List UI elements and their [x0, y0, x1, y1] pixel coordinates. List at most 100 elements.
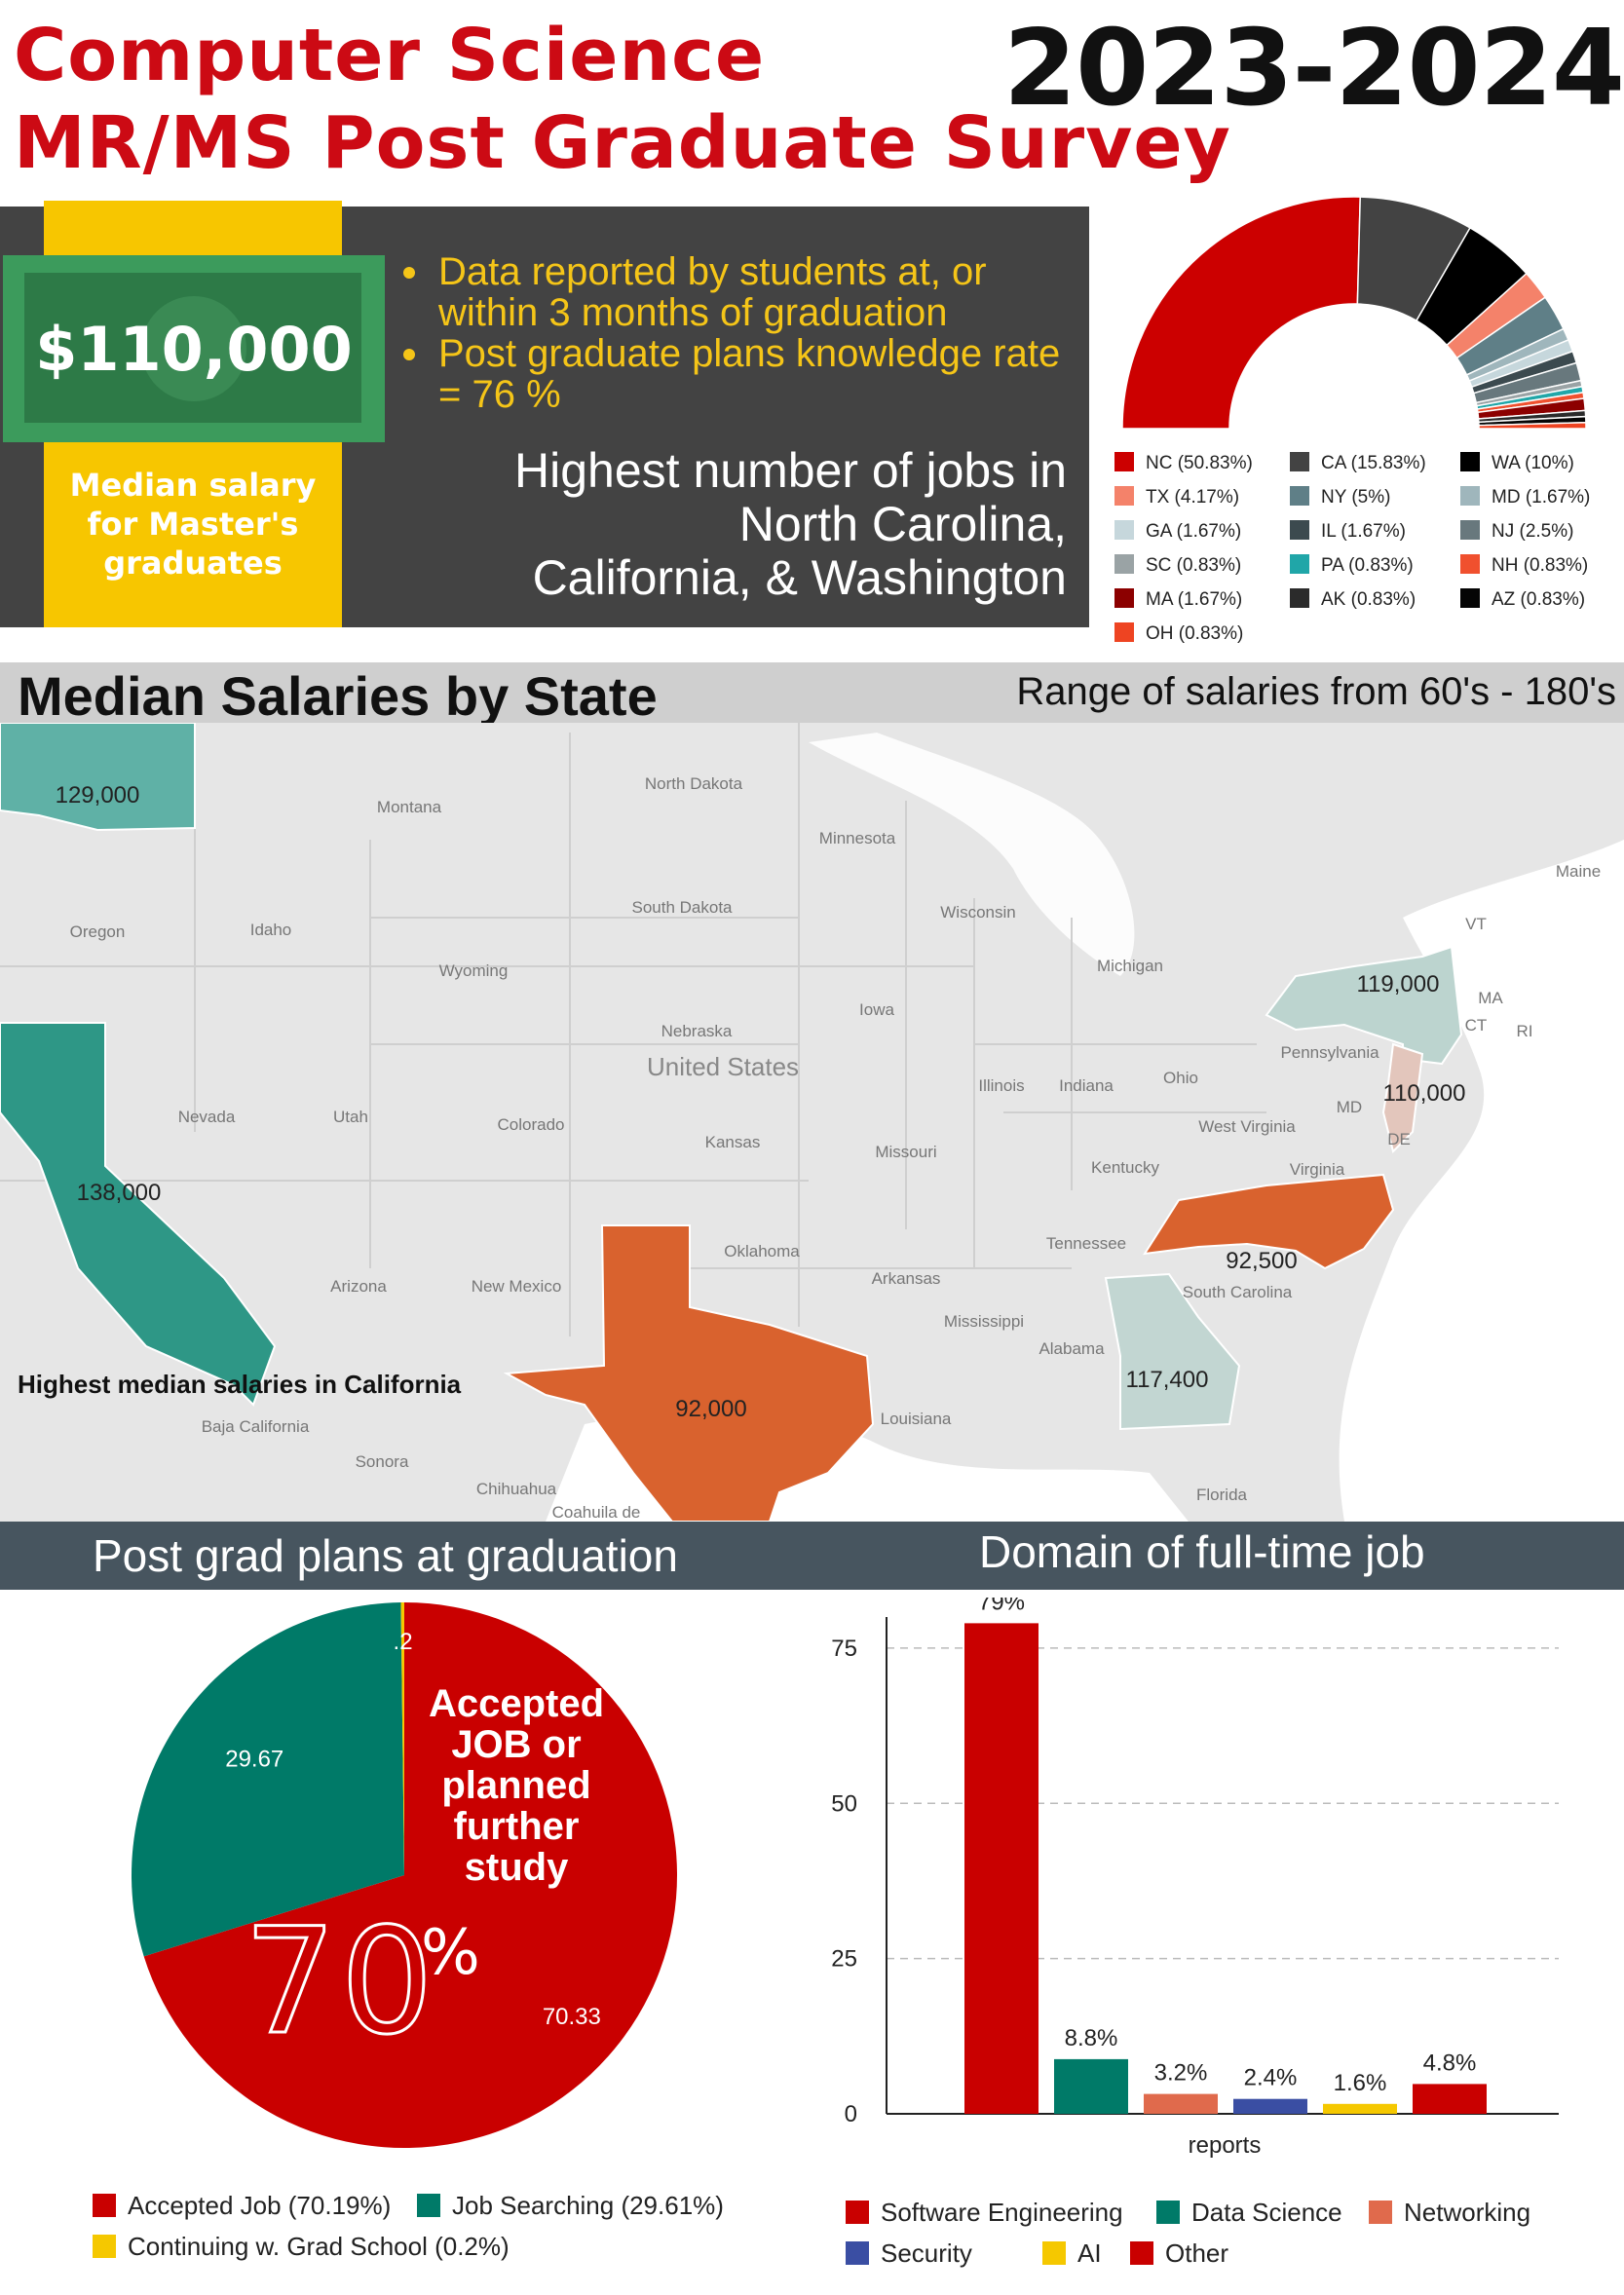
map-label-oregon: Oregon — [70, 922, 126, 941]
map-atlantic-ocean — [1339, 840, 1624, 1522]
highest-jobs-text: Highest number of jobs in North Carolina… — [385, 444, 1067, 605]
map-label-oklahoma: Oklahoma — [724, 1242, 800, 1260]
legend-swatch — [93, 2235, 116, 2258]
donut-legend-nc: NC (50.83%) — [1114, 452, 1253, 474]
plans-slice-job-searching — [132, 1602, 405, 1957]
donut-legend-md: MD (1.67%) — [1460, 486, 1590, 508]
map-label-nebraska: Nebraska — [661, 1022, 733, 1040]
plans-domain-header: Post grad plans at graduation Domain of … — [0, 1522, 1624, 1590]
map-label-idaho: Idaho — [250, 921, 292, 939]
map-value-texas: 92,000 — [675, 1396, 746, 1422]
plans-slice-accepted-job — [143, 1602, 678, 2148]
map-state-new-york — [1265, 945, 1463, 1066]
legend-label: WA (10%) — [1492, 453, 1574, 473]
bar-label-ai: 1.6% — [1334, 2070, 1387, 2096]
map-label-montana: Montana — [377, 798, 442, 816]
donut-slice-oh — [1478, 422, 1587, 430]
legend-swatch — [1042, 2241, 1066, 2265]
title-line-1: Computer Science — [14, 14, 766, 97]
domain-legend-networking: Networking — [1369, 2198, 1530, 2228]
domain-legend-data-science: Data Science — [1156, 2198, 1342, 2228]
legend-label: OH (0.83%) — [1146, 623, 1244, 644]
map-label-colorado: Colorado — [498, 1115, 565, 1134]
us-salary-map: North Dakota Montana Minnesota Maine Oregon I… — [0, 723, 1624, 1522]
map-label-utah: Utah — [333, 1108, 368, 1126]
donut-legend-ma: MA (1.67%) — [1114, 588, 1242, 611]
legend-swatch — [417, 2194, 440, 2217]
legend-label: Software Engineering — [881, 2198, 1123, 2227]
map-label-kansas: Kansas — [705, 1133, 761, 1151]
map-label-new-mexico: New Mexico — [472, 1277, 562, 1296]
legend-label: Data Science — [1191, 2198, 1342, 2227]
legend-swatch — [1460, 520, 1480, 540]
plans-value-job-searching: 29.67 — [225, 1746, 283, 1772]
legend-swatch — [846, 2241, 869, 2265]
plans-section-title: Post grad plans at graduation — [93, 1530, 678, 1581]
legend-swatch — [1460, 588, 1480, 608]
bullet-reporting-window: Data reported by students at, or within … — [399, 251, 1081, 333]
map-state-washington — [0, 723, 196, 832]
plans-callout: Accepted JOB or planned further study — [428, 1682, 605, 1889]
map-label-chihuahua: Chihuahua — [476, 1480, 557, 1498]
donut-legend-oh: OH (0.83%) — [1114, 622, 1243, 645]
map-salary-range: Range of salaries from 60's - 180's — [1016, 670, 1616, 713]
legend-label: Continuing w. Grad School (0.2%) — [128, 2232, 510, 2261]
map-label-md: MD — [1337, 1098, 1362, 1116]
map-label-tennessee: Tennessee — [1046, 1234, 1126, 1253]
map-label-baja-california: Baja California — [202, 1417, 310, 1436]
bar-y-tick: 25 — [831, 1946, 857, 1973]
legend-swatch — [93, 2194, 116, 2217]
bill-coin — [141, 296, 246, 401]
map-label-south-carolina: South Carolina — [1183, 1283, 1293, 1301]
map-value-new-jersey: 110,000 — [1383, 1080, 1466, 1107]
legend-swatch — [1114, 554, 1134, 574]
domain-section-title: Domain of full-time job — [979, 1526, 1425, 1577]
bar-x-axis-label: reports — [1189, 2132, 1262, 2159]
map-label-north-dakota: North Dakota — [645, 774, 743, 793]
map-label-maine: Maine — [1556, 862, 1601, 881]
plans-value-continuing-w-grad-school: .2 — [394, 1629, 413, 1655]
legend-swatch — [1114, 486, 1134, 506]
legend-label: Networking — [1404, 2198, 1531, 2227]
title-line-2: MR/MS Post Graduate Survey — [14, 101, 1231, 185]
map-title: Median Salaries by State — [18, 665, 658, 727]
domain-legend-software-engineering: Software Engineering — [846, 2198, 1123, 2228]
legend-label: IL (1.67%) — [1321, 521, 1406, 542]
donut-legend-ak: AK (0.83%) — [1290, 588, 1416, 611]
bar-label-software-engineering: 79% — [978, 1598, 1025, 1615]
legend-swatch — [1114, 452, 1134, 471]
map-country-label: United States — [647, 1052, 799, 1081]
map-place-labels: North Dakota Montana Minnesota Maine Oregon I… — [70, 774, 1602, 1522]
legend-label: NY (5%) — [1321, 487, 1391, 508]
map-state-new-jersey — [1381, 1042, 1424, 1153]
map-label-arkansas: Arkansas — [872, 1269, 941, 1288]
legend-swatch — [1290, 452, 1309, 471]
map-label-de: DE — [1387, 1130, 1411, 1148]
legend-label: NJ (2.5%) — [1492, 521, 1574, 542]
bar-y-tick: 75 — [831, 1636, 857, 1662]
bar-security — [1233, 2098, 1307, 2114]
bar-label-data-science: 8.8% — [1065, 2025, 1118, 2051]
bar-networking — [1144, 2093, 1218, 2114]
map-note: Highest median salaries in California — [18, 1370, 462, 1399]
map-label-south-dakota: South Dakota — [631, 898, 733, 917]
map-label-iowa: Iowa — [859, 1000, 894, 1019]
legend-label: SC (0.83%) — [1146, 555, 1242, 576]
bar-software-engineering — [964, 1623, 1039, 2114]
donut-legend-nh: NH (0.83%) — [1460, 554, 1588, 577]
domain-bar-chart: 0 25 50 75 79% 8.8% 3.2% 2.4% 1.6% 4.8% reports — [831, 1598, 1559, 2159]
plans-legend-continuing-w-grad-school: Continuing w. Grad School (0.2%) — [93, 2232, 510, 2262]
map-canvas: North Dakota Montana Minnesota Maine Oregon I… — [0, 723, 1624, 1522]
jobs-line-1: Highest number of jobs in — [514, 443, 1067, 498]
map-label-virginia: Virginia — [1290, 1160, 1345, 1179]
map-state-california — [0, 1022, 277, 1407]
legend-swatch — [1114, 622, 1134, 642]
plans-big-number: 70 — [243, 1898, 437, 2067]
map-state-texas — [503, 1224, 875, 1522]
map-value-new-york: 119,000 — [1357, 971, 1440, 997]
map-label-indiana: Indiana — [1059, 1076, 1114, 1095]
legend-swatch — [1460, 486, 1480, 506]
legend-swatch — [1156, 2201, 1180, 2224]
legend-swatch — [1290, 486, 1309, 506]
bar-y-tick: 0 — [845, 2101, 857, 2127]
